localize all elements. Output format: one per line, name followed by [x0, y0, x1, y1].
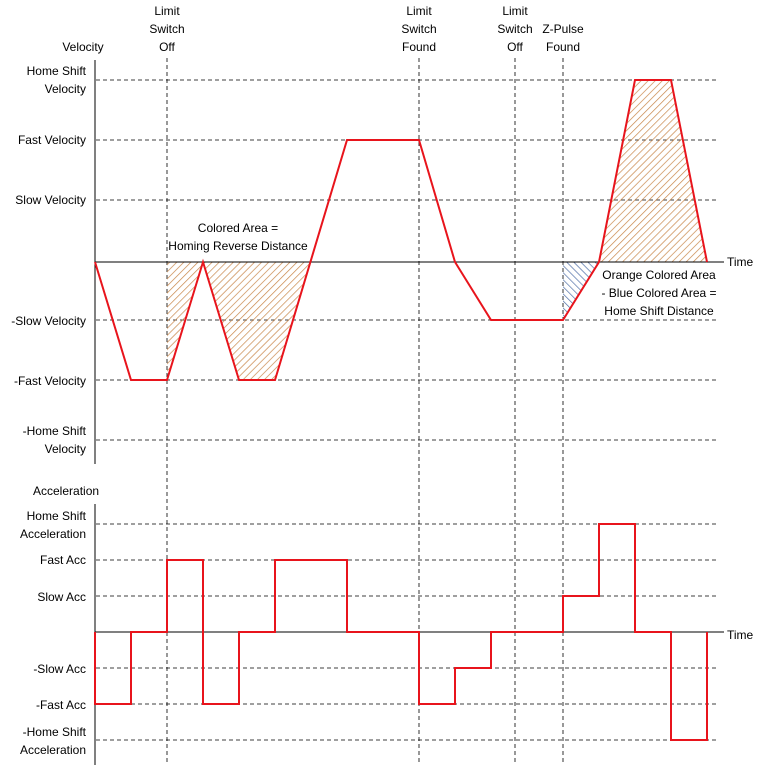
vel-label-home-shift: Home Shift Velocity: [26, 64, 86, 96]
acceleration-axes: [94, 504, 724, 765]
velocity-time-label: Time: [727, 255, 754, 269]
acceleration-time-label: Time: [727, 628, 754, 642]
event-label-limit-switch-off-1: Limit Switch Off: [149, 4, 185, 54]
acc-label-slow: Slow Acc: [37, 590, 86, 604]
velocity-profile-line: [94, 79, 708, 381]
vel-label-slow: Slow Velocity: [15, 193, 86, 207]
acc-label-neg-slow: -Slow Acc: [33, 662, 86, 676]
acceleration-profile-line: [94, 523, 708, 741]
orange-shift-area: [599, 80, 707, 262]
acceleration-axis-title: Acceleration: [33, 484, 100, 498]
annotation-homing-reverse-distance: Colored Area = Homing Reverse Distance: [168, 221, 308, 253]
velocity-axis-title: Velocity: [62, 40, 104, 54]
acc-label-neg-home-shift: -Home Shift Acceleration: [19, 725, 86, 757]
vel-label-neg-fast: -Fast Velocity: [13, 374, 86, 388]
vel-label-fast: Fast Velocity: [17, 133, 86, 147]
acc-label-neg-fast: -Fast Acc: [35, 698, 86, 712]
reverse-area-right: [203, 262, 311, 380]
event-label-z-pulse-found: Z-Pulse Found: [542, 22, 584, 54]
acc-label-fast: Fast Acc: [39, 553, 86, 567]
vel-label-neg-slow: -Slow Velocity: [11, 314, 86, 328]
event-markers: [166, 58, 564, 765]
annotation-home-shift-distance: Orange Colored Area - Blue Colored Area …: [601, 268, 717, 318]
vel-label-neg-home-shift: -Home Shift Velocity: [22, 424, 86, 456]
event-label-limit-switch-off-2: Limit Switch Off: [497, 4, 533, 54]
event-label-limit-switch-found: Limit Switch Found: [401, 4, 437, 54]
acc-label-home-shift: Home Shift Acceleration: [19, 509, 86, 541]
